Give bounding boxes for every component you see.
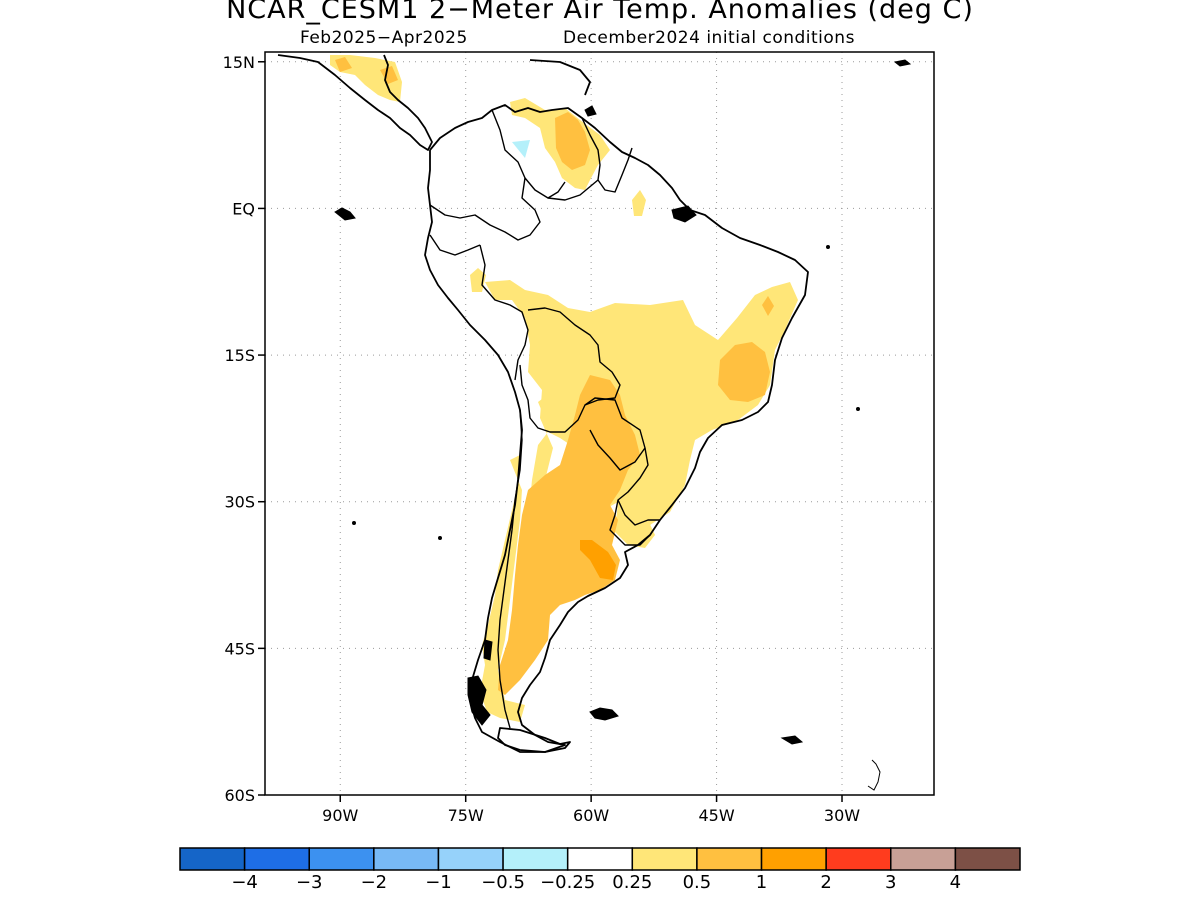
anomaly-shading-1-2 bbox=[580, 540, 616, 580]
border-ecuador-peru bbox=[429, 234, 481, 256]
anomaly-strip-patagonia-west bbox=[480, 455, 525, 722]
anomaly-spot-amazon-east bbox=[632, 190, 646, 216]
colorbar-swatch bbox=[437, 847, 504, 871]
island-south-sandwich bbox=[867, 759, 881, 791]
border-peru-brazil bbox=[479, 244, 529, 381]
anomaly-region-venezuela-guyana bbox=[555, 112, 590, 170]
colorbar-label: 2 bbox=[820, 872, 831, 893]
border-uruguay bbox=[609, 499, 651, 546]
colorbar-swatch bbox=[566, 847, 634, 871]
coastline-tierra-del-fuego bbox=[497, 727, 571, 753]
lon-tick-label: 30W bbox=[824, 806, 860, 825]
colorbar-label: 4 bbox=[950, 872, 961, 893]
colorbar-swatch bbox=[760, 847, 827, 871]
lat-tick-label: 15S bbox=[224, 346, 255, 365]
lat-tick-label: 60S bbox=[224, 786, 255, 805]
anomaly-shading-cool bbox=[512, 140, 530, 158]
colorbar: −4 −3 −2 −1 −0.5 −0.25 0.25 0.5 1 2 3 4 bbox=[179, 847, 1021, 893]
coastline-central-america bbox=[277, 54, 433, 151]
colorbar-swatch bbox=[179, 847, 246, 871]
island-san-felix bbox=[438, 536, 442, 540]
colorbar-swatch bbox=[502, 847, 569, 871]
colorbar-swatch bbox=[954, 847, 1021, 871]
colorbar-swatch bbox=[825, 847, 892, 871]
island-fernando-de-noronha bbox=[826, 245, 830, 249]
colorbar-swatch bbox=[373, 847, 440, 871]
anomaly-shading-0.5-1 bbox=[335, 57, 774, 695]
anomaly-spot-guatemala bbox=[335, 57, 352, 72]
border-colombia-ecuador-peru bbox=[429, 177, 541, 241]
colorbar-swatch bbox=[631, 847, 698, 871]
island-galapagos bbox=[334, 207, 356, 221]
colorbar-swatch bbox=[696, 847, 763, 871]
anomaly-region-argentina-paraguay bbox=[498, 375, 640, 695]
island-trindade bbox=[856, 407, 860, 411]
colorbar-label: −0.25 bbox=[540, 872, 595, 893]
country-borders bbox=[429, 109, 660, 729]
anomaly-region-southeast-brazil bbox=[718, 342, 770, 402]
lat-tick-label: EQ bbox=[232, 199, 255, 218]
anomaly-region-central-south-america bbox=[485, 280, 798, 525]
colorbar-label: 0.25 bbox=[612, 872, 652, 893]
axis-labels: 15N EQ 15S 30S 45S 60S 90W 75W 60W 45W 30W bbox=[223, 53, 861, 825]
island-marajo bbox=[671, 205, 697, 223]
lon-tick-label: 45W bbox=[698, 806, 734, 825]
anomaly-spot-colombia bbox=[512, 140, 530, 158]
border-venezuela-brazil bbox=[547, 179, 599, 201]
lon-tick-label: 75W bbox=[448, 806, 484, 825]
island-lesser-antilles bbox=[893, 59, 912, 67]
colorbar-label: −3 bbox=[296, 872, 323, 893]
colorbar-label: −0.5 bbox=[481, 872, 525, 893]
islands bbox=[334, 59, 912, 791]
colorbar-label: −1 bbox=[425, 872, 452, 893]
initial-conditions: December2024 initial conditions bbox=[563, 28, 855, 48]
island-juan-fernandez bbox=[352, 521, 356, 525]
island-south-georgia bbox=[780, 735, 804, 745]
colorbar-label: 3 bbox=[885, 872, 896, 893]
anomaly-spot-panama bbox=[380, 66, 398, 84]
colorbar-swatch bbox=[243, 847, 310, 871]
colorbar-swatch bbox=[890, 847, 957, 871]
anomaly-region-buenos-aires bbox=[580, 540, 616, 580]
colorbar-swatch bbox=[308, 847, 375, 871]
border-argentina-chile bbox=[497, 409, 523, 729]
anomaly-spot-bolivia bbox=[538, 396, 550, 414]
map-title: NCAR_CESM1 2−Meter Air Temp. Anomalies (… bbox=[226, 0, 974, 25]
coastline-cuba-hispaniola bbox=[529, 59, 591, 96]
forecast-period: Feb2025−Apr2025 bbox=[300, 28, 468, 48]
anomaly-shading-0.25-0.5 bbox=[330, 55, 798, 722]
island-chilean-archipelago bbox=[467, 675, 491, 726]
axis-ticks bbox=[258, 61, 843, 802]
colorbar-label: −2 bbox=[361, 872, 388, 893]
lat-tick-label: 45S bbox=[224, 639, 255, 658]
lon-tick-label: 60W bbox=[573, 806, 609, 825]
island-trinidad bbox=[584, 105, 597, 117]
colorbar-label: −4 bbox=[231, 872, 258, 893]
lat-tick-label: 30S bbox=[224, 493, 255, 512]
island-chiloe bbox=[483, 639, 493, 661]
colorbar-label: 0.5 bbox=[683, 872, 712, 893]
border-guianas bbox=[581, 117, 633, 193]
map-frame bbox=[264, 51, 935, 796]
lat-tick-label: 15N bbox=[223, 53, 255, 72]
lon-tick-label: 90W bbox=[322, 806, 358, 825]
colorbar-label: 1 bbox=[756, 872, 767, 893]
anomaly-spot-northeast-brazil bbox=[762, 296, 774, 316]
island-falklands bbox=[589, 707, 619, 721]
